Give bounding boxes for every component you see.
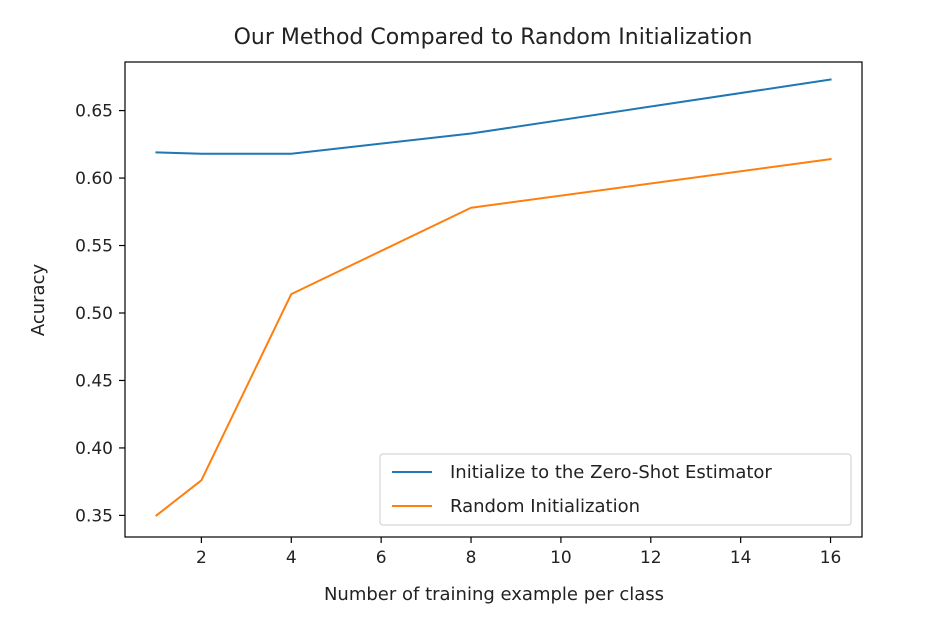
legend-frame xyxy=(379,453,852,526)
x-tick-label: 4 xyxy=(286,548,297,568)
y-axis-ticks: 0.35 0.40 0.45 0.50 0.55 0.60 0.65 xyxy=(75,102,125,526)
series-line-0 xyxy=(155,78,832,155)
x-axis-ticks: 2 4 6 8 10 12 14 16 xyxy=(196,537,841,568)
legend-label-random: Random Initialization xyxy=(450,496,640,517)
x-tick-label: 10 xyxy=(550,548,572,568)
x-tick-label: 2 xyxy=(196,548,207,568)
legend: Initialize to the Zero-Shot Estimator Ra… xyxy=(379,453,852,526)
chart-title: Our Method Compared to Random Initializa… xyxy=(234,25,753,50)
y-axis-label: Acuracy xyxy=(28,264,49,337)
plot-frame xyxy=(124,61,863,538)
x-tick-label: 6 xyxy=(376,548,387,568)
y-tick-label: 0.45 xyxy=(75,371,113,391)
x-tick-label: 14 xyxy=(730,548,752,568)
series-line-1 xyxy=(155,158,832,517)
y-tick-label: 0.40 xyxy=(75,439,113,459)
legend-label-zero-shot: Initialize to the Zero-Shot Estimator xyxy=(450,462,772,483)
x-axis-label: Number of training example per class xyxy=(324,584,664,605)
y-tick-label: 0.35 xyxy=(75,506,113,526)
y-tick-label: 0.65 xyxy=(75,102,113,122)
y-tick-label: 0.55 xyxy=(75,237,113,257)
series-layer xyxy=(155,78,832,517)
x-tick-label: 16 xyxy=(820,548,842,568)
y-tick-label: 0.60 xyxy=(75,169,113,189)
x-tick-label: 12 xyxy=(640,548,662,568)
x-tick-label: 8 xyxy=(466,548,477,568)
plot-area xyxy=(124,61,863,538)
y-tick-label: 0.50 xyxy=(75,304,113,324)
